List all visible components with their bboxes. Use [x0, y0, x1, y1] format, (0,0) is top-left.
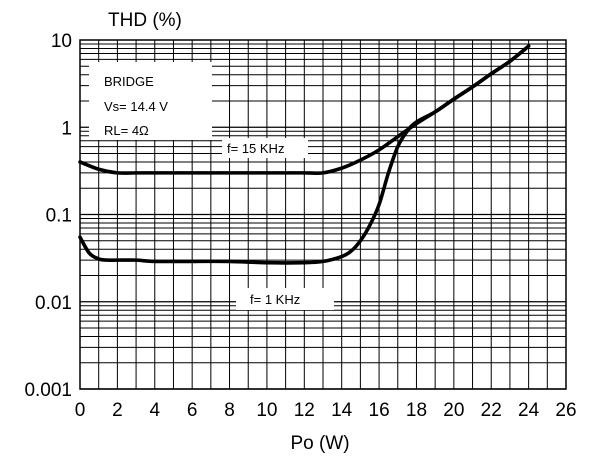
- x-tick-label: 26: [555, 400, 576, 421]
- series-line-1: [78, 44, 531, 265]
- label-15khz-bg: [222, 138, 308, 158]
- plot-frame: [79, 39, 567, 390]
- y-tick-label: 0.01: [35, 293, 72, 314]
- condition-vs: Vs= 14.4 V: [104, 99, 168, 114]
- x-tick-label: 0: [75, 400, 86, 421]
- x-tick-label: 18: [406, 400, 427, 421]
- x-tick-label: 8: [224, 400, 235, 421]
- y-tick-label: 0.001: [24, 380, 72, 401]
- condition-rl: RL= 4Ω: [104, 123, 149, 138]
- series-label-1khz: f= 1 KHz: [250, 292, 300, 307]
- x-tick-label: 20: [443, 400, 464, 421]
- y-tick-label: 0.1: [46, 206, 72, 227]
- x-tick-label: 2: [112, 400, 123, 421]
- x-tick-label: 10: [256, 400, 277, 421]
- x-tick-label: 6: [187, 400, 198, 421]
- curves: [78, 44, 531, 265]
- y-tick-label: 10: [51, 31, 72, 52]
- x-tick-label: 14: [331, 400, 353, 421]
- y-tick-label: 1: [61, 118, 72, 139]
- annotations: BRIDGE Vs= 14.4 V RL= 4Ω f= 15 KHz f= 1 …: [89, 62, 334, 310]
- y-axis-title: THD (%): [108, 10, 182, 31]
- series-label-15khz: f= 15 KHz: [227, 141, 284, 156]
- x-tick-label: 22: [481, 400, 502, 421]
- x-axis-title: Po (W): [290, 433, 349, 454]
- x-tick-label: 16: [369, 400, 390, 421]
- label-1khz-bg: [236, 288, 334, 310]
- conditions-box-bg: [89, 62, 212, 140]
- x-tick-label: 12: [294, 400, 315, 421]
- condition-bridge: BRIDGE: [104, 74, 154, 89]
- x-tick-label: 4: [149, 400, 160, 421]
- x-tick-label: 24: [518, 400, 540, 421]
